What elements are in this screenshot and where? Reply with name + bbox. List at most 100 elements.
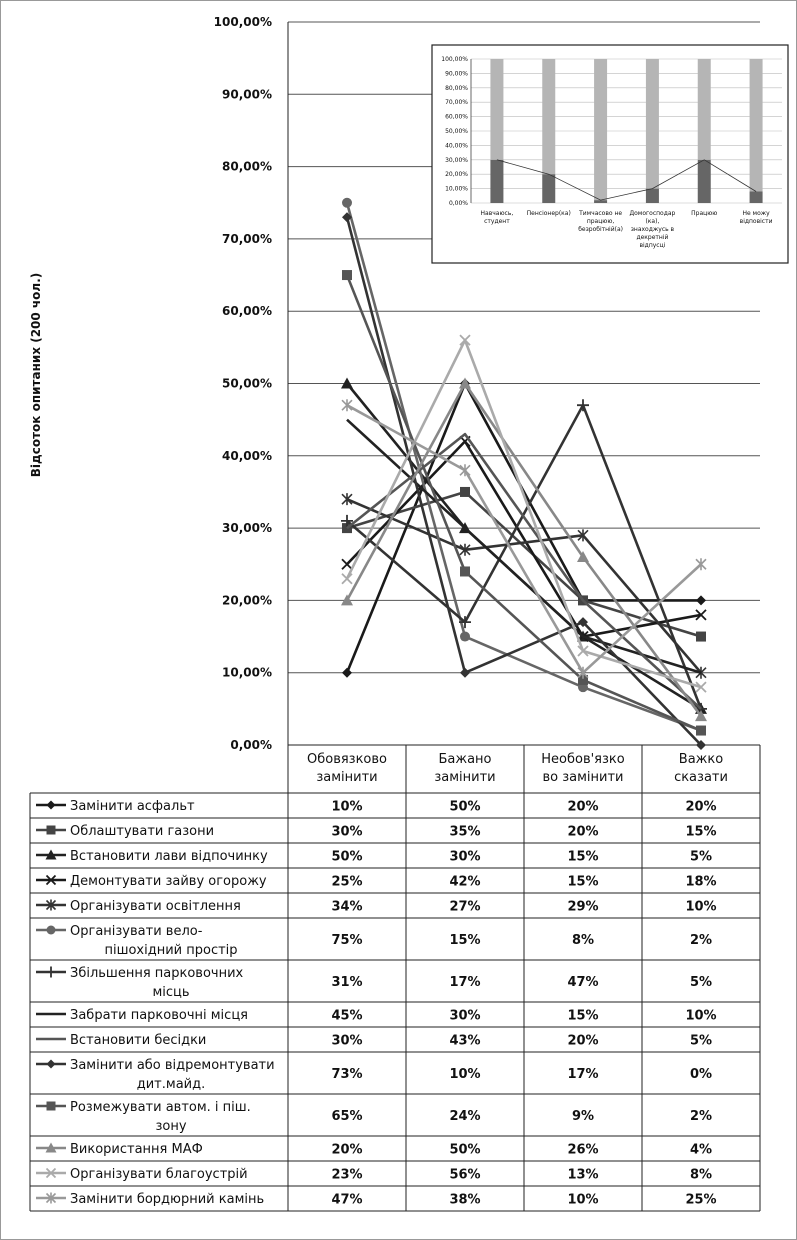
table-row-label: Облаштувати газони xyxy=(70,824,214,839)
series-line xyxy=(346,432,702,710)
series-line xyxy=(345,216,702,746)
series-marker xyxy=(45,874,57,886)
table-cell-value: 10% xyxy=(567,1193,598,1208)
series-marker xyxy=(342,270,352,281)
table-cell-value: 20% xyxy=(567,1034,598,1049)
table-cell-value: 29% xyxy=(567,900,598,915)
series-marker xyxy=(577,666,589,679)
y-tick-label: 100,00% xyxy=(214,15,272,29)
table-cell-value: 25% xyxy=(331,875,362,890)
series-marker xyxy=(460,667,470,678)
inset-category-label: відпусці xyxy=(639,242,665,249)
table-column-header: Необов'язко xyxy=(541,752,625,767)
table-cell-value: 2% xyxy=(690,1109,712,1124)
table-cell-value: 34% xyxy=(331,900,362,915)
series-line xyxy=(345,202,702,732)
inset-y-tick-label: 100,00% xyxy=(441,56,468,63)
table-cell-value: 4% xyxy=(690,1143,712,1158)
y-tick-label: 70,00% xyxy=(222,232,272,246)
legend-key xyxy=(36,800,66,810)
series-line xyxy=(345,338,702,689)
series-marker xyxy=(342,212,352,223)
y-tick-label: 10,00% xyxy=(222,666,272,680)
series-marker xyxy=(577,529,589,542)
table-cell-value: 26% xyxy=(567,1143,598,1158)
table-cell-value: 0% xyxy=(690,1067,712,1082)
series-marker xyxy=(45,966,57,978)
table-cell-value: 23% xyxy=(331,1168,362,1183)
series-marker xyxy=(45,1142,57,1153)
inset-y-tick-label: 80,00% xyxy=(445,85,468,92)
table-cell-value: 75% xyxy=(331,933,362,948)
table-cell-value: 38% xyxy=(449,1193,480,1208)
inset-bar-segment xyxy=(542,59,556,175)
inset-category-label: декретній xyxy=(636,234,668,241)
table-row-label: Збільшення парковочних xyxy=(70,966,244,981)
table-cell-value: 42% xyxy=(449,875,480,890)
series-marker xyxy=(45,1192,57,1204)
series-marker xyxy=(460,486,470,497)
inset-category-label: Працюю xyxy=(691,210,717,217)
series-marker xyxy=(341,377,353,389)
inset-y-tick-label: 30,00% xyxy=(445,157,468,164)
inset-y-tick-label: 0,00% xyxy=(449,200,468,207)
table-column-header: Бажано xyxy=(438,752,491,767)
series-marker xyxy=(341,493,353,506)
y-tick-label: 20,00% xyxy=(222,593,272,607)
table-cell-value: 15% xyxy=(567,850,598,865)
series-marker xyxy=(342,197,352,208)
inset-category-label: знаходжусь в xyxy=(631,226,675,233)
table-cell-value: 15% xyxy=(449,933,480,948)
series-lines xyxy=(341,197,707,750)
inset-trend-line xyxy=(496,159,757,201)
table-row-label: Замінити бордюрний камінь xyxy=(70,1192,264,1207)
table-column-header: Важко xyxy=(679,752,723,767)
series-9 xyxy=(346,432,702,710)
table-row-label: Забрати парковочні місця xyxy=(70,1008,248,1023)
table-cell-value: 2% xyxy=(690,933,712,948)
table-cell-value: 17% xyxy=(449,975,480,990)
series-marker xyxy=(696,725,706,736)
inset-y-tick-label: 20,00% xyxy=(445,171,468,178)
inset-y-tick-label: 40,00% xyxy=(445,142,468,149)
inset-bar-segment xyxy=(645,188,659,203)
table-cell-value: 50% xyxy=(449,1143,480,1158)
series-marker xyxy=(341,399,353,412)
table-cell-value: 25% xyxy=(685,1193,716,1208)
inset-stacked-bar-chart: 0,00% 10,00% 20,00% 30,00% 40,00% 50,00% 60,00… xyxy=(431,44,789,264)
y-tick-label: 50,00% xyxy=(222,377,272,391)
y-tick-label: 0,00% xyxy=(230,738,272,752)
inset-bar-segment xyxy=(749,59,763,192)
series-marker xyxy=(341,573,353,585)
series-marker xyxy=(460,631,470,642)
legend-key xyxy=(36,1192,66,1204)
series-marker xyxy=(695,609,707,621)
inset-y-tick-label: 90,00% xyxy=(445,70,468,77)
y-tick-label: 60,00% xyxy=(222,304,272,318)
series-marker xyxy=(46,1101,56,1111)
table-row-label: Організувати освітлення xyxy=(70,899,241,914)
table-cell-value: 20% xyxy=(331,1143,362,1158)
table-cell-value: 30% xyxy=(449,1009,480,1024)
series-line xyxy=(346,403,703,710)
y-axis-tick-labels: 0,00% 10,00% 20,00% 30,00% 40,00% 50,00% 60,00… xyxy=(214,15,272,752)
legend-key xyxy=(36,1167,66,1179)
inset-bar-segment xyxy=(542,174,556,203)
series-marker xyxy=(695,558,707,571)
series-11 xyxy=(342,270,706,736)
table-column-header: сказати xyxy=(674,770,728,785)
series-marker xyxy=(696,631,706,642)
table-cell-value: 20% xyxy=(685,800,716,815)
legend-key xyxy=(36,925,66,935)
table-cell-value: 17% xyxy=(567,1067,598,1082)
inset-bar-segment xyxy=(490,59,504,160)
series-line xyxy=(346,497,702,674)
table-column-header: во замінити xyxy=(542,770,623,785)
inset-bar-segment xyxy=(490,159,504,203)
table-cell-value: 18% xyxy=(685,875,716,890)
series-marker xyxy=(46,800,56,810)
series-marker xyxy=(577,551,589,563)
table-cell-value: 20% xyxy=(567,800,598,815)
